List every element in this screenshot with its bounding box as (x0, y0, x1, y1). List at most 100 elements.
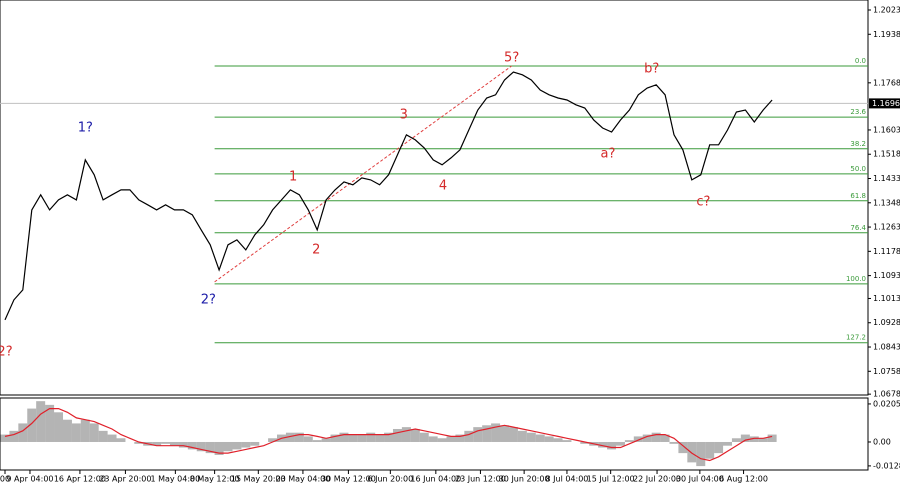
last-price-tag (869, 98, 900, 109)
x-tick-label: 6 Jun 20:00 (367, 475, 413, 484)
histogram-bar (161, 441, 171, 444)
histogram-bar (268, 438, 278, 442)
histogram-bar (62, 419, 72, 442)
histogram-bar (98, 430, 108, 442)
histogram-bar (624, 440, 634, 442)
y-tick-label: 1.0843 (873, 343, 900, 352)
y-tick-label: 1.1433 (873, 174, 900, 183)
x-tick-label: 23 Jun 12:00 (455, 475, 506, 484)
wave-label: c? (696, 194, 710, 209)
y-tick-label: 1.1603 (873, 125, 900, 134)
wave-label: 2 (312, 242, 320, 257)
histogram-bar (384, 432, 394, 442)
fib-label: 38.2 (850, 140, 866, 148)
histogram-bar (428, 436, 438, 442)
histogram-bar (9, 430, 19, 442)
histogram-bar (607, 441, 617, 450)
histogram-bar (473, 427, 483, 442)
histogram-bar (740, 434, 750, 442)
histogram-bar (285, 432, 295, 442)
y-tick-label: 1.1093 (873, 271, 900, 280)
y-tick-label: 1.0678 (873, 390, 900, 399)
fib-label: 100.0 (846, 275, 866, 283)
y-tick-label: 1.0928 (873, 318, 900, 327)
histogram-bar (464, 430, 474, 442)
histogram-bar (553, 438, 563, 442)
histogram-bar (401, 427, 411, 442)
x-tick-label: 23 May 04:00 (275, 475, 330, 484)
main-frame (0, 0, 869, 396)
histogram-bar (535, 434, 545, 442)
x-tick-label: 16 Jun 04:00 (410, 475, 461, 484)
histogram-bar (651, 432, 661, 442)
y-tick-label: 1.1348 (873, 198, 900, 207)
wave-label: 4 (439, 178, 447, 193)
histogram-bar (169, 441, 179, 446)
histogram-bar (321, 438, 331, 442)
wave-label: 2? (201, 292, 216, 307)
y-tick-label: 1.1768 (873, 78, 900, 87)
wave-label: a? (601, 146, 616, 161)
histogram-bar (437, 438, 447, 442)
x-tick-label: 30 Jul 04:00 (676, 475, 724, 484)
histogram-bar (205, 441, 215, 454)
oscillator-frame (0, 397, 869, 471)
histogram-bar (357, 434, 367, 442)
histogram-bar (410, 428, 420, 442)
histogram-bar (642, 434, 652, 442)
histogram-bar (187, 441, 197, 450)
x-tick-label: 8 May 12:00 (190, 475, 240, 484)
x-tick-label: 8 Jul 04:00 (546, 475, 589, 484)
y-tick-label: 1.1178 (873, 247, 900, 256)
histogram-bar (214, 441, 224, 455)
histogram-bar (491, 423, 501, 442)
histogram-bar (27, 408, 37, 442)
x-tick-label: 15 Jul 12:00 (587, 475, 635, 484)
wave-label: b? (644, 62, 659, 77)
histogram-bar (241, 441, 251, 448)
fib-label: 50.0 (850, 165, 866, 173)
last-price-label: 1.1696 (872, 99, 900, 108)
histogram-bar (696, 441, 706, 467)
fib-label: 61.8 (850, 192, 866, 200)
histogram-bar (731, 438, 741, 442)
y-tick-label: 1.1938 (873, 30, 900, 39)
histogram-bar (375, 434, 385, 442)
y-tick-label: 1.0758 (873, 367, 900, 376)
x-tick-label: 30 May 12:00 (321, 475, 376, 484)
histogram-bar (232, 441, 242, 450)
histogram-bar (250, 441, 260, 446)
wave-label: 2? (0, 344, 13, 359)
wave-label: 1 (289, 169, 297, 184)
histogram-bar (71, 423, 81, 442)
histogram-bar (633, 436, 643, 442)
histogram-bar (517, 430, 527, 442)
histogram-bar (152, 441, 162, 446)
histogram-bar (714, 441, 724, 454)
histogram-bar (223, 441, 233, 452)
histogram-bar (294, 432, 304, 442)
histogram-bar (482, 425, 492, 442)
x-tick-label: 30 Jun 20:00 (499, 475, 550, 484)
histogram-bar (660, 434, 670, 442)
histogram-bar (562, 440, 572, 442)
histogram-bar (758, 438, 768, 442)
histogram-bar (196, 441, 206, 452)
histogram-bar (0, 434, 10, 442)
x-tick-label: 15 May 20:00 (231, 475, 286, 484)
y-tick-label: 1.1013 (873, 294, 900, 303)
fib-label: 127.2 (846, 334, 866, 342)
histogram-bar (615, 441, 625, 446)
fib-label: 23.6 (850, 108, 866, 116)
y-tick-label: 1.1518 (873, 150, 900, 159)
wave-label: 3 (400, 107, 408, 122)
histogram-bar (366, 432, 376, 442)
histogram-bar (116, 438, 126, 442)
y-tick-label: 0.0205 (873, 399, 900, 408)
y-tick-label: 1.2023 (873, 5, 900, 14)
histogram-bar (723, 441, 733, 446)
x-tick-label: 6 Aug 12:00 (719, 475, 768, 484)
histogram-bar (392, 428, 402, 442)
histogram-bar (419, 432, 429, 442)
